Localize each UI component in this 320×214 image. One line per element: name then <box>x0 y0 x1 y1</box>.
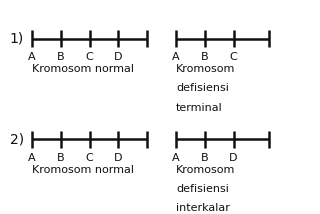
Text: Kromosom normal: Kromosom normal <box>32 64 134 74</box>
Text: Kromosom: Kromosom <box>176 165 236 175</box>
Text: A: A <box>28 153 36 163</box>
Text: A: A <box>28 52 36 62</box>
Text: D: D <box>114 153 123 163</box>
Text: B: B <box>57 153 65 163</box>
Text: B: B <box>57 52 65 62</box>
Text: Kromosom: Kromosom <box>176 64 236 74</box>
Text: B: B <box>201 52 209 62</box>
Text: C: C <box>230 52 237 62</box>
Text: 1): 1) <box>10 31 24 46</box>
Text: C: C <box>86 153 93 163</box>
Text: 2): 2) <box>10 132 24 146</box>
Text: D: D <box>229 153 238 163</box>
Text: D: D <box>114 52 123 62</box>
Text: interkalar: interkalar <box>176 203 230 213</box>
Text: defisiensi: defisiensi <box>176 83 229 94</box>
Text: terminal: terminal <box>176 103 223 113</box>
Text: A: A <box>172 153 180 163</box>
Text: C: C <box>86 52 93 62</box>
Text: Kromosom normal: Kromosom normal <box>32 165 134 175</box>
Text: B: B <box>201 153 209 163</box>
Text: A: A <box>172 52 180 62</box>
Text: defisiensi: defisiensi <box>176 184 229 194</box>
